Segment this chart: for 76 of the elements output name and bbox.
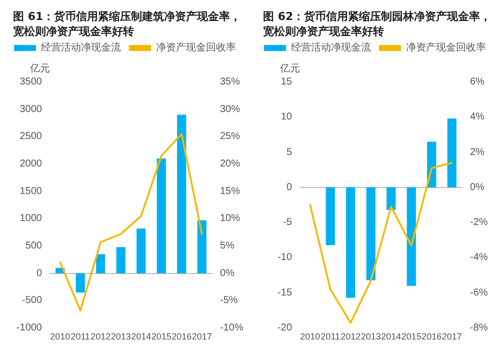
y2-tick-label: 35% [220, 76, 240, 88]
x-tick-label: 2011 [320, 332, 340, 342]
y-tick-label: 3000 [20, 104, 42, 115]
y2-tick-label: -6% [470, 287, 488, 298]
y-tick-label: 500 [25, 240, 42, 252]
bar [136, 228, 146, 274]
y2-tick-label: 0% [220, 268, 235, 279]
legend-label: 经营活动净现金流 [291, 42, 371, 54]
x-tick-label: 2017 [192, 332, 212, 342]
y2-tick-label: 10% [220, 213, 240, 224]
bar [197, 220, 206, 274]
y-tick-label: 15 [280, 76, 292, 88]
bar [177, 114, 186, 274]
y2-tick-label: 6% [470, 76, 485, 88]
y-tick-label: -500 [22, 295, 42, 306]
bar [326, 187, 335, 246]
bar [96, 254, 106, 274]
y2-tick-label: 4% [470, 112, 485, 123]
y2-tick-label: -8% [470, 322, 488, 334]
bar [116, 247, 126, 274]
bar [156, 158, 166, 274]
line-series [309, 162, 453, 324]
y-tick-label: 0 [36, 268, 42, 279]
y-tick-label: 5 [286, 146, 292, 158]
x-tick-label: 2015 [151, 332, 172, 342]
y-tick-label: -1000 [16, 322, 42, 334]
bar [427, 142, 436, 188]
y-tick-label: 0 [286, 182, 292, 193]
y-tick-label: 2000 [20, 158, 42, 170]
y2-tick-label: 30% [220, 104, 240, 115]
y-tick-label: 1000 [20, 213, 42, 224]
y2-tick-label: 25% [220, 131, 240, 142]
chart-title: 图 61：货币信用紧缩压制建筑净资产现金率，宽松则净资产现金率好转 [13, 10, 242, 38]
y-tick-label: -20 [278, 322, 292, 334]
x-tick-label: 2010 [300, 332, 320, 342]
y-axis-title: 亿元 [279, 64, 300, 74]
legend-label: 净资产现金回收率 [156, 42, 236, 54]
bar [386, 187, 396, 210]
x-tick-label: 2013 [110, 332, 131, 342]
bar [406, 187, 416, 286]
y-axis-title: 亿元 [29, 64, 50, 74]
y2-tick-label: 0% [470, 182, 485, 193]
bar [447, 118, 456, 188]
bar [76, 273, 85, 292]
line-series [59, 133, 203, 312]
y2-tick-label: -5% [220, 295, 238, 306]
x-tick-label: 2010 [50, 332, 70, 342]
bar [346, 187, 356, 298]
y2-tick-label: 2% [470, 146, 485, 158]
x-tick-label: 2014 [381, 332, 402, 342]
chart-title: 图 62：货币信用紧缩压制园林净资产现金率，宽松则净资产现金率好转 [263, 10, 492, 38]
x-tick-label: 2012 [90, 332, 111, 342]
x-tick-label: 2015 [401, 332, 422, 342]
y2-tick-label: 5% [220, 240, 235, 252]
x-tick-label: 2016 [172, 332, 192, 342]
y-tick-label: 2500 [20, 131, 42, 142]
y-tick-label: 3500 [20, 76, 42, 88]
y2-tick-label: -4% [470, 252, 488, 264]
y2-tick-label: 15% [220, 186, 240, 197]
x-tick-label: 2016 [422, 332, 442, 342]
x-tick-label: 2017 [442, 332, 462, 342]
x-tick-label: 2011 [70, 332, 90, 342]
y-tick-label: 1500 [20, 186, 42, 197]
y2-tick-label: 20% [220, 158, 240, 170]
x-tick-label: 2012 [340, 332, 361, 342]
y-tick-label: -10 [278, 252, 292, 264]
legend-label: 经营活动净现金流 [41, 42, 121, 54]
y2-tick-label: -2% [470, 217, 488, 228]
x-tick-label: 2014 [131, 332, 152, 342]
y-tick-label: -5 [283, 217, 292, 228]
y-tick-label: 10 [280, 112, 292, 123]
x-tick-label: 2013 [360, 332, 381, 342]
y2-tick-label: -10% [220, 322, 244, 334]
legend-label: 净资产现金回收率 [406, 42, 486, 54]
bar [366, 187, 376, 280]
y-tick-label: -15 [278, 287, 292, 298]
